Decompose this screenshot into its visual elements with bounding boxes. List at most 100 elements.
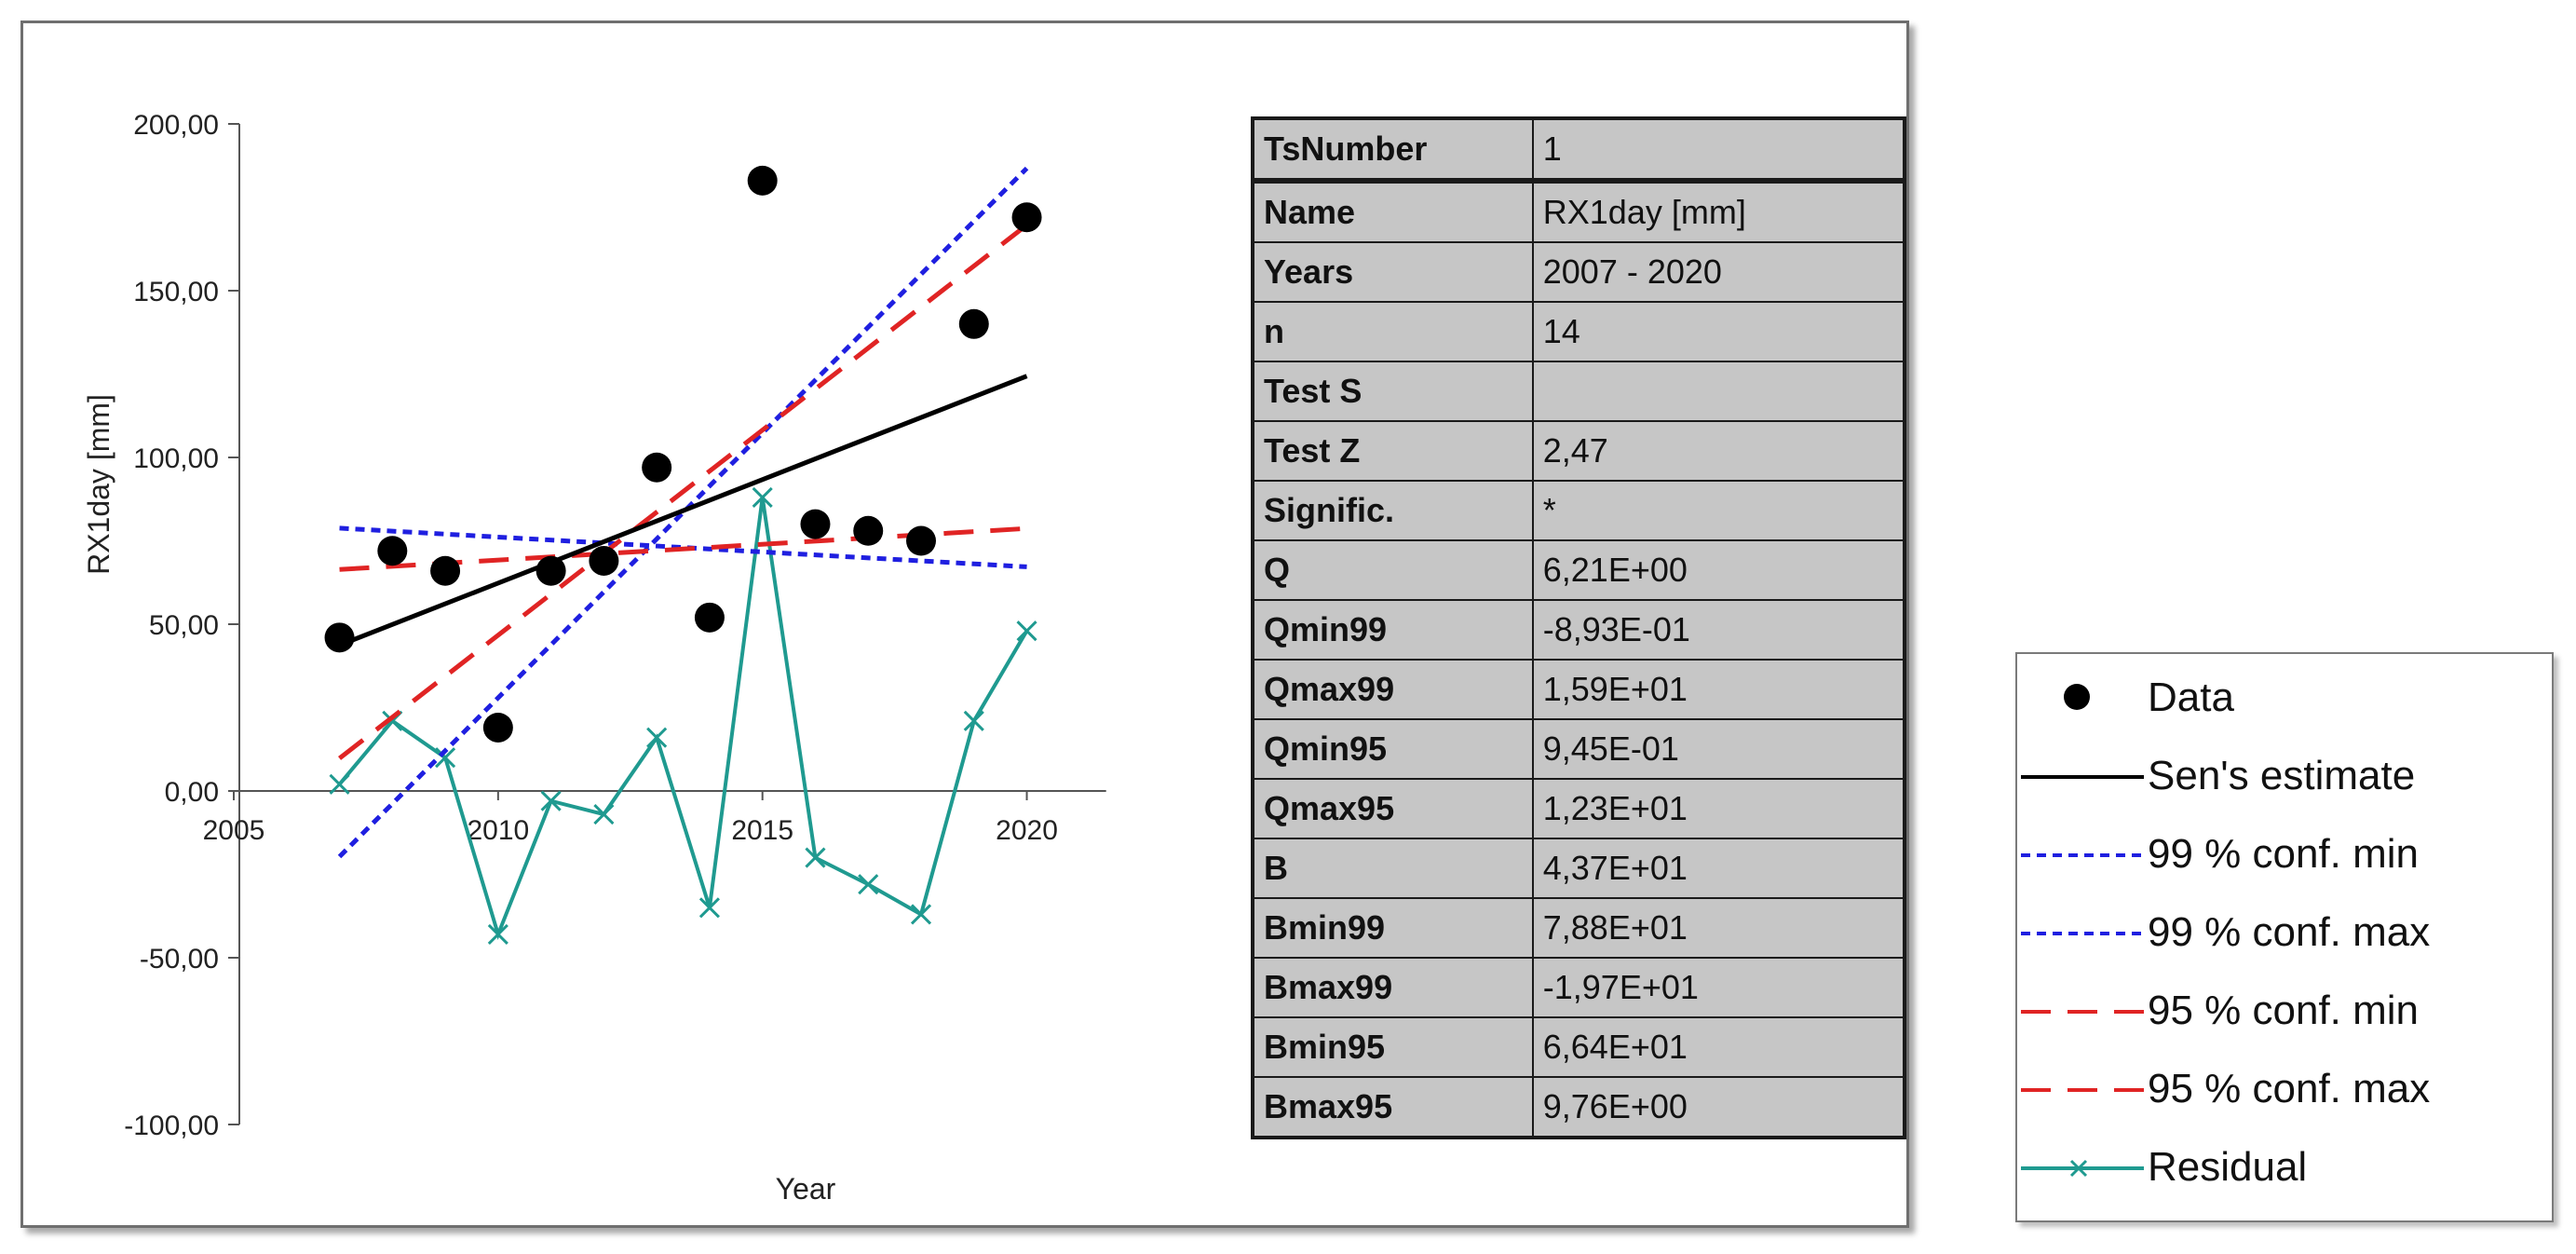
- table-row: Test Z 2,47: [1252, 420, 1906, 482]
- residual-marker: [646, 727, 668, 748]
- data-point: [377, 536, 408, 566]
- table-value-cell: 1,23E+01: [1531, 778, 1906, 839]
- y-tick-label: -50,00: [140, 944, 219, 975]
- data-point: [747, 165, 778, 196]
- table-key-cell: Qmin99: [1252, 599, 1534, 661]
- legend-swatch: [2021, 853, 2144, 857]
- residual-marker: [963, 710, 984, 731]
- y-tick-label: 200,00: [133, 110, 219, 141]
- 99-conf-max-line: [337, 166, 1029, 859]
- residual-marker: [752, 486, 773, 509]
- x-tick-label: 2020: [996, 815, 1058, 846]
- y-tick-label: 50,00: [149, 610, 219, 641]
- chart-frame: 200,00 150,00 100,00 50,00 0,00 -50,00 -100,00…: [20, 20, 1909, 1228]
- table-row: Bmax95 9,76E+00: [1252, 1076, 1906, 1138]
- legend: Data Sen's estimate 99 % conf. min 99 % con…: [2015, 652, 2554, 1222]
- residual-marker: [910, 904, 932, 925]
- y-tick-label: 100,00: [133, 443, 219, 474]
- table-value-cell: 9,45E-01: [1531, 718, 1906, 780]
- table-value-cell: 2007 - 2020: [1531, 241, 1906, 303]
- table-row: Years 2007 - 2020: [1252, 241, 1906, 303]
- table-key-cell: Q: [1252, 539, 1534, 601]
- table-value-cell: -8,93E-01: [1531, 599, 1906, 661]
- data-point: [482, 712, 513, 743]
- table-key-cell: Name: [1252, 180, 1534, 243]
- 95-conf-max-line: [338, 223, 1029, 760]
- data-point: [958, 308, 989, 339]
- data-point: [1011, 202, 1042, 233]
- legend-swatch: [2021, 1088, 2144, 1092]
- table-value-cell: 4,37E+01: [1531, 838, 1906, 899]
- x-tick-label: 2015: [731, 815, 793, 846]
- table-key-cell: Signific.: [1252, 480, 1534, 541]
- legend-label: Residual: [2148, 1144, 2308, 1190]
- table-key-cell: Qmin95: [1252, 718, 1534, 780]
- table-row: Qmin95 9,45E-01: [1252, 718, 1906, 780]
- residual-marker: [698, 897, 720, 919]
- data-point: [324, 622, 355, 653]
- y-tick-label: -100,00: [124, 1111, 219, 1141]
- data-point: [853, 515, 884, 546]
- x-tick-label: 2010: [467, 815, 529, 846]
- table-value-cell: *: [1531, 480, 1906, 541]
- x-tick-label: 2005: [203, 815, 265, 846]
- residual-marker: [435, 747, 456, 769]
- legend-item: Data: [2017, 661, 2552, 736]
- residual-marker: [329, 773, 350, 795]
- residual-marker: [805, 847, 826, 868]
- legend-label: 95 % conf. min: [2148, 988, 2420, 1033]
- table-value-cell: 1,59E+01: [1531, 659, 1906, 720]
- data-point: [536, 555, 566, 586]
- legend-swatch: [2021, 775, 2144, 779]
- residual-line: [338, 497, 1029, 941]
- table-key-cell: Qmax99: [1252, 659, 1534, 720]
- table-row: Bmax99 -1,97E+01: [1252, 957, 1906, 1018]
- legend-item: 99 % conf. max: [2017, 896, 2552, 971]
- table-value-cell: 9,76E+00: [1531, 1076, 1906, 1138]
- legend-label: 95 % conf. max: [2148, 1066, 2431, 1111]
- legend-item: Residual: [2017, 1131, 2552, 1206]
- table-key-cell: Test S: [1252, 361, 1534, 422]
- table-row: Name RX1day [mm]: [1252, 180, 1906, 243]
- table-value-cell: 1: [1531, 117, 1906, 184]
- x-axis-title: Year: [776, 1172, 836, 1206]
- data-point: [906, 525, 937, 556]
- table-value-cell: 14: [1531, 301, 1906, 362]
- table-row: Signific. *: [1252, 480, 1906, 541]
- table-key-cell: Years: [1252, 241, 1534, 303]
- legend-swatch: [2021, 1010, 2144, 1014]
- table-row: Qmin99 -8,93E-01: [1252, 599, 1906, 661]
- statistics-table: TsNumber 1 Name RX1day [mm] Years 2007 - 202…: [1251, 116, 1906, 1139]
- y-tick-label: 0,00: [165, 777, 219, 808]
- table-key-cell: n: [1252, 301, 1534, 362]
- 99-conf-min-line: [339, 525, 1027, 569]
- table-key-cell: Bmax95: [1252, 1076, 1534, 1138]
- table-row: TsNumber 1: [1252, 117, 1906, 184]
- table-key-cell: TsNumber: [1252, 117, 1534, 184]
- legend-item: 95 % conf. min: [2017, 975, 2552, 1049]
- residual-marker: [858, 874, 879, 895]
- table-row: Qmax99 1,59E+01: [1252, 659, 1906, 720]
- data-point: [589, 545, 619, 576]
- sen-s-estimate-line: [338, 374, 1028, 647]
- y-tick-label: 150,00: [133, 277, 219, 307]
- table-value-cell: [1531, 361, 1906, 422]
- residual-marker: [487, 923, 508, 946]
- y-axis-title: RX1day [mm]: [82, 394, 115, 575]
- legend-label: Sen's estimate: [2148, 753, 2416, 798]
- table-row: Bmin95 6,64E+01: [1252, 1016, 1906, 1078]
- legend-item: 95 % conf. max: [2017, 1053, 2552, 1127]
- legend-label: 99 % conf. min: [2148, 831, 2420, 877]
- table-key-cell: Bmin95: [1252, 1016, 1534, 1078]
- table-key-cell: Bmin99: [1252, 897, 1534, 959]
- table-row: Qmax95 1,23E+01: [1252, 778, 1906, 839]
- plot-area: 200,00 150,00 100,00 50,00 0,00 -50,00 -100,00…: [82, 110, 1106, 1206]
- table-key-cell: B: [1252, 838, 1534, 899]
- data-point: [800, 509, 831, 539]
- table-row: n 14: [1252, 301, 1906, 362]
- table-row: B 4,37E+01: [1252, 838, 1906, 899]
- legend-item: Sen's estimate: [2017, 740, 2552, 814]
- legend-label: Data: [2148, 675, 2234, 720]
- legend-item: 99 % conf. min: [2017, 818, 2552, 893]
- table-row: Test S: [1252, 361, 1906, 422]
